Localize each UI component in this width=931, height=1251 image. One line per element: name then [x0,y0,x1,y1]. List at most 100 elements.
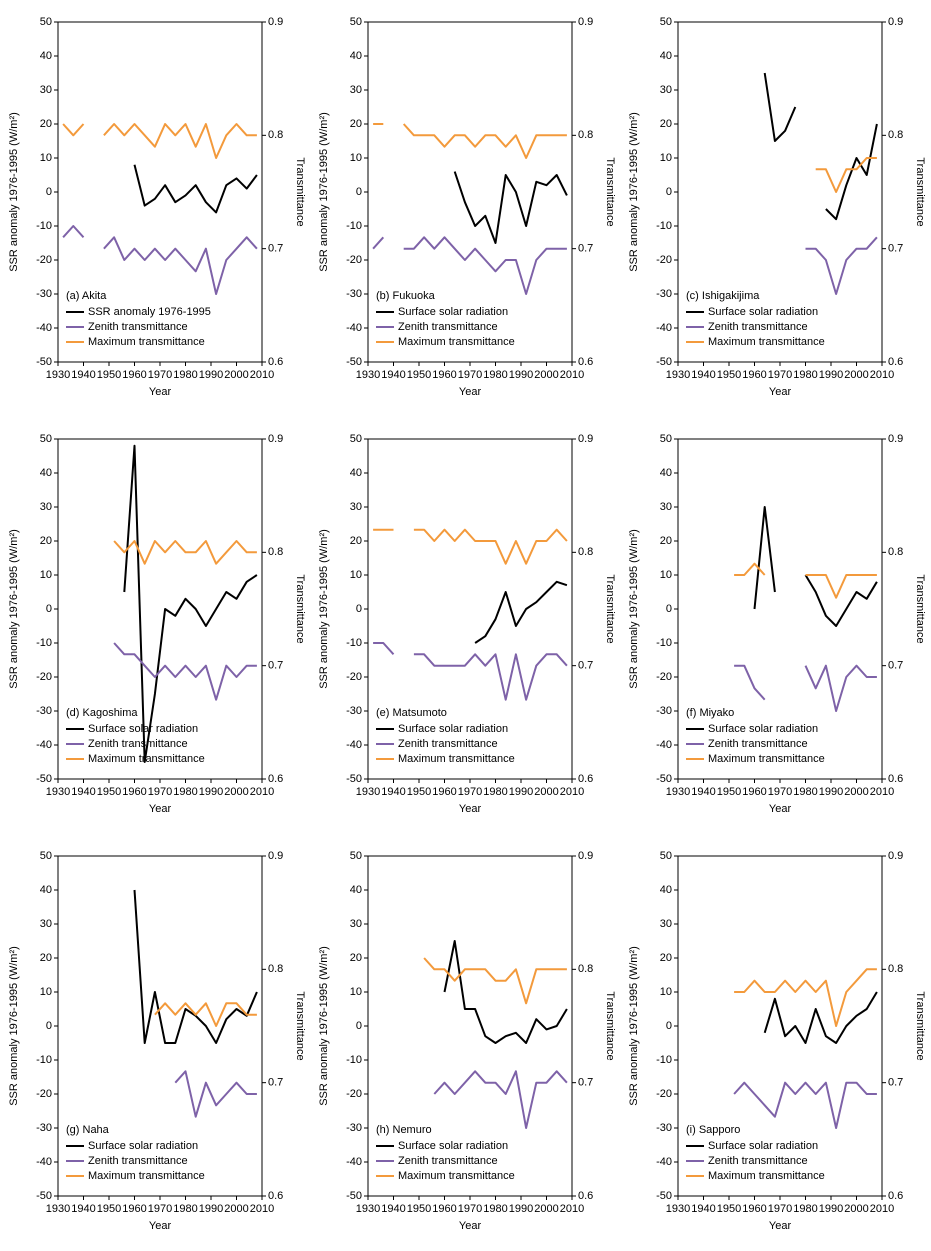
x-tick-label: 2000 [224,369,248,381]
y-axis-title: SSR anomaly 1976-1995 (W/m²) [8,946,20,1106]
x-axis-title: Year [149,803,172,815]
x-tick-label: 1940 [381,786,405,798]
y-tick-label: 40 [660,884,672,896]
x-tick-label: 1990 [509,1203,533,1215]
x-tick-label: 1950 [407,369,431,381]
x-tick-label: 2000 [844,1203,868,1215]
x-tick-label: 1960 [742,1203,766,1215]
x-tick-label: 1940 [71,786,95,798]
panel: 1930 1940 1950 1960 1970 1980 1990 2000 2010-50-… [318,433,616,815]
x-axis-title: Year [459,1220,482,1232]
y-tick-label: -40 [656,1156,672,1168]
y-tick-label: -30 [346,1122,362,1134]
y-tick-label: 10 [350,569,362,581]
y2-tick-label: 0.9 [888,850,903,862]
x-tick-label: 1960 [432,786,456,798]
y-tick-label: 40 [350,50,362,62]
x-axis-title: Year [149,1220,172,1232]
y2-axis-title: Transmittance [294,157,306,226]
y-tick-label: 10 [660,569,672,581]
x-tick-label: 1950 [407,786,431,798]
x-tick-label: 1990 [819,1203,843,1215]
y-tick-label: -30 [36,705,52,717]
y-tick-label: 20 [40,952,52,964]
x-tick-label: 1940 [691,1203,715,1215]
y-tick-label: 0 [46,603,52,615]
y2-tick-label: 0.7 [268,1077,283,1089]
y-tick-label: -20 [36,671,52,683]
x-tick-label: 1960 [122,369,146,381]
y-tick-label: -20 [346,254,362,266]
y-tick-label: -40 [36,1156,52,1168]
legend-label: Zenith transmittance [708,321,808,333]
series-line [133,889,258,1044]
legend-label: Maximum transmittance [708,336,825,348]
x-tick-label: 1950 [97,786,121,798]
y2-tick-label: 0.8 [578,546,593,558]
panel: 1930 1940 1950 1960 1970 1980 1990 2000 2010-50-… [628,16,926,398]
y-tick-label: -40 [346,322,362,334]
legend-label: Surface solar radiation [708,306,818,318]
panel-title: (g) Naha [66,1124,110,1136]
y-tick-label: -30 [346,705,362,717]
y-tick-label: -10 [656,220,672,232]
y2-tick-label: 0.6 [888,773,903,785]
y2-tick-label: 0.6 [888,1190,903,1202]
x-tick-label: 1930 [356,369,380,381]
x-tick-label: 1970 [768,786,792,798]
x-tick-label: 1990 [509,786,533,798]
panel: 1930 1940 1950 1960 1970 1980 1990 2000 2010-50-… [318,850,616,1232]
y-tick-label: 30 [350,501,362,513]
y2-tick-label: 0.7 [268,660,283,672]
y2-tick-label: 0.7 [888,243,903,255]
y2-axis-title: Transmittance [604,574,616,643]
x-tick-label: 1990 [199,1203,223,1215]
y-tick-label: -10 [346,220,362,232]
y-tick-label: 20 [350,952,362,964]
y-tick-label: 10 [40,569,52,581]
series-line [734,664,877,712]
y2-tick-label: 0.6 [888,356,903,368]
y-tick-label: 50 [350,433,362,445]
x-tick-label: 1950 [407,1203,431,1215]
x-tick-label: 1960 [742,786,766,798]
x-tick-label: 1980 [483,369,507,381]
series-line [62,225,258,295]
y2-tick-label: 0.6 [268,773,283,785]
series-line [123,444,258,763]
y2-tick-label: 0.7 [888,660,903,672]
y-tick-label: 20 [660,535,672,547]
x-tick-label: 1960 [432,369,456,381]
x-tick-label: 2000 [844,369,868,381]
x-tick-label: 2010 [560,1203,584,1215]
y-tick-label: 10 [660,986,672,998]
y-axis-title: SSR anomaly 1976-1995 (W/m²) [8,529,20,689]
y-axis-title: SSR anomaly 1976-1995 (W/m²) [318,946,330,1106]
y-tick-label: -10 [346,637,362,649]
y2-tick-label: 0.7 [268,243,283,255]
y-tick-label: 0 [46,1020,52,1032]
y-tick-label: -10 [346,1054,362,1066]
x-tick-label: 2010 [250,1203,274,1215]
y-axis-title: SSR anomaly 1976-1995 (W/m²) [628,529,640,689]
y2-axis-title: Transmittance [294,991,306,1060]
series-line [433,1070,568,1129]
x-tick-label: 1930 [666,1203,690,1215]
y-tick-label: -10 [36,1054,52,1066]
panel-title: (i) Sapporo [686,1124,740,1136]
y-tick-label: -40 [346,1156,362,1168]
y2-tick-label: 0.6 [578,1190,593,1202]
legend-label: Maximum transmittance [88,336,205,348]
x-tick-label: 1930 [666,786,690,798]
y-tick-label: -40 [346,739,362,751]
x-tick-label: 1980 [173,369,197,381]
x-tick-label: 1940 [71,1203,95,1215]
y-tick-label: 10 [350,986,362,998]
panel-title: (b) Fukuoka [376,290,436,302]
y-tick-label: 40 [40,50,52,62]
legend-label: Surface solar radiation [708,723,818,735]
x-tick-label: 1960 [122,786,146,798]
y-tick-label: -50 [346,356,362,368]
